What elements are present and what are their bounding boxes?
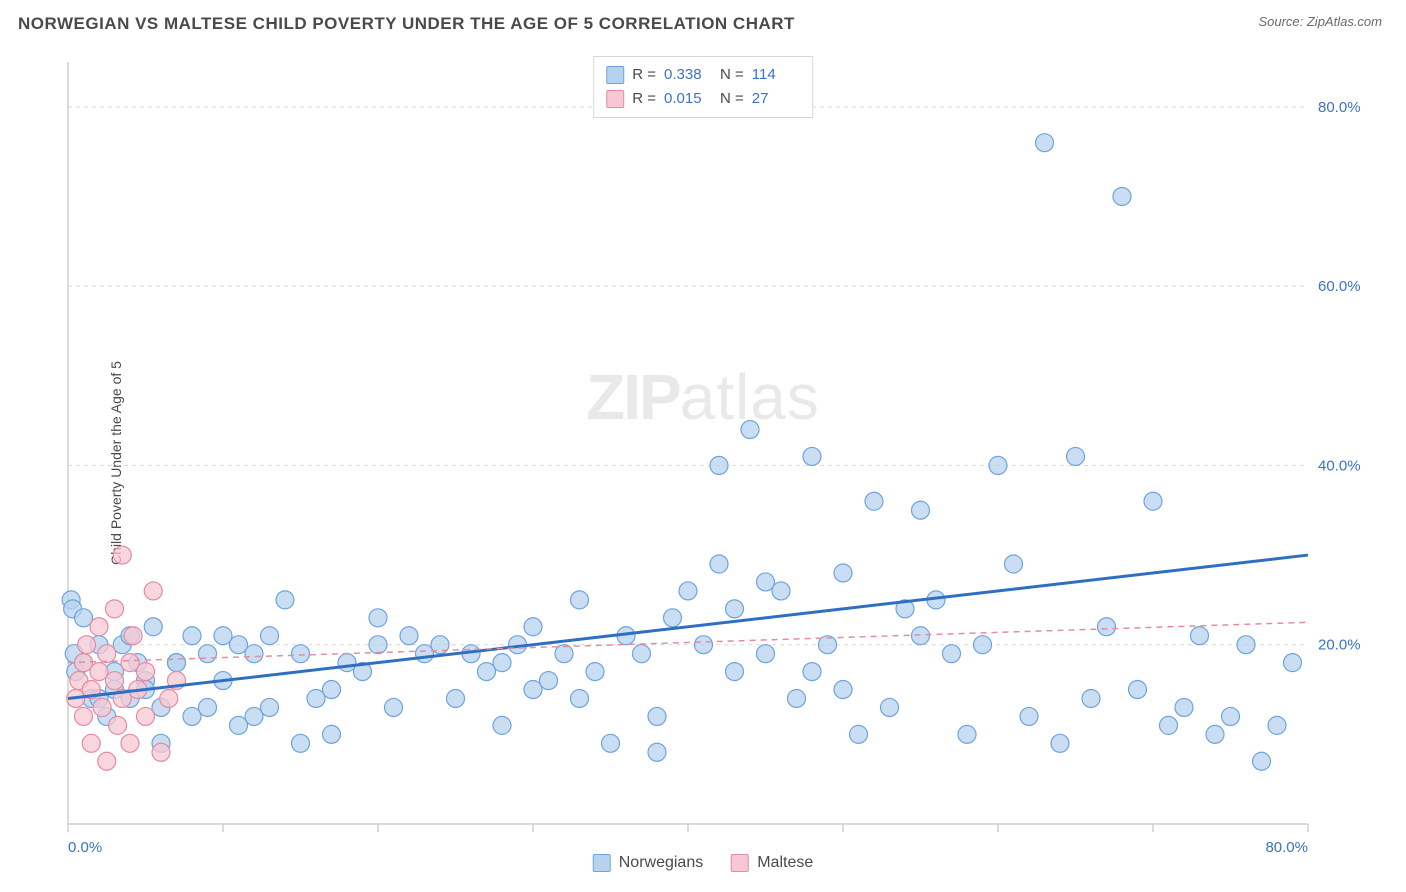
legend-item-maltese: Maltese	[731, 854, 813, 872]
swatch-norwegians	[606, 66, 624, 84]
n-value: 27	[752, 87, 800, 111]
r-value: 0.338	[664, 63, 712, 87]
chart-title: NORWEGIAN VS MALTESE CHILD POVERTY UNDER…	[18, 14, 795, 34]
legend-item-norwegians: Norwegians	[593, 854, 703, 872]
r-label: R =	[632, 63, 656, 87]
swatch-norwegians	[593, 854, 611, 872]
swatch-maltese	[731, 854, 749, 872]
legend-label: Maltese	[757, 854, 813, 872]
legend-label: Norwegians	[619, 854, 703, 872]
svg-text:80.0%: 80.0%	[1318, 99, 1361, 116]
source-prefix: Source:	[1258, 14, 1306, 29]
svg-text:0.0%: 0.0%	[68, 839, 102, 856]
svg-text:60.0%: 60.0%	[1318, 278, 1361, 295]
series-legend: Norwegians Maltese	[593, 854, 814, 872]
n-label: N =	[720, 87, 744, 111]
svg-text:20.0%: 20.0%	[1318, 637, 1361, 654]
source-name: ZipAtlas.com	[1307, 14, 1382, 29]
scatter-plot: 20.0% 40.0% 60.0% 80.0% 0.0% 80.0%	[58, 52, 1388, 874]
stats-row-norwegians: R = 0.338 N = 114	[606, 63, 800, 87]
svg-text:80.0%: 80.0%	[1265, 839, 1308, 856]
chart-header: NORWEGIAN VS MALTESE CHILD POVERTY UNDER…	[0, 0, 1406, 44]
chart-source: Source: ZipAtlas.com	[1258, 14, 1382, 29]
r-label: R =	[632, 87, 656, 111]
n-label: N =	[720, 63, 744, 87]
n-value: 114	[752, 63, 800, 87]
chart-area: Child Poverty Under the Age of 5 ZIPatla…	[18, 52, 1388, 874]
swatch-maltese	[606, 90, 624, 108]
r-value: 0.015	[664, 87, 712, 111]
stats-row-maltese: R = 0.015 N = 27	[606, 87, 800, 111]
stats-legend: R = 0.338 N = 114 R = 0.015 N = 27	[593, 56, 813, 118]
svg-text:40.0%: 40.0%	[1318, 457, 1361, 474]
